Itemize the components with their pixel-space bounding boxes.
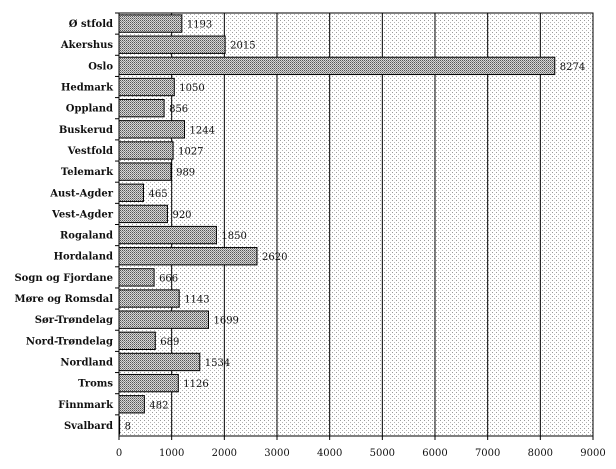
category-label: Akershus (60, 40, 113, 51)
value-label: 2015 (230, 41, 255, 52)
category-label: Sogn og Fjordane (14, 273, 113, 284)
category-label: Nord-Trøndelag (26, 336, 113, 347)
value-label: 856 (169, 104, 188, 115)
bar (118, 183, 144, 202)
category-label: Vestfold (67, 146, 113, 157)
category-label: Troms (78, 379, 113, 390)
value-label: 1534 (205, 358, 230, 369)
bar (118, 120, 186, 139)
bar (118, 416, 121, 435)
value-label: 1126 (183, 379, 208, 390)
bar (118, 352, 201, 372)
category-label: Aust-Agder (49, 188, 114, 199)
value-label: 689 (160, 337, 179, 348)
bar (118, 268, 155, 287)
bar (118, 35, 226, 54)
category-label: Telemark (61, 167, 114, 178)
value-label: 1850 (221, 231, 246, 242)
bar (118, 289, 180, 308)
category-label: Møre og Romsdal (15, 294, 114, 305)
bar (118, 373, 179, 393)
category-label: Hedmark (61, 83, 114, 94)
x-tick-label: 9000 (580, 448, 605, 459)
bar (118, 204, 168, 224)
bar (118, 395, 145, 414)
x-tick-label: 6000 (422, 448, 447, 459)
category-label: Svalbard (64, 421, 113, 432)
value-label: 666 (159, 273, 178, 284)
value-label: 920 (172, 210, 191, 221)
bar (118, 247, 258, 266)
category-label: Buskerud (59, 125, 113, 136)
x-tick-label: 1000 (159, 448, 184, 459)
category-label: Sør-Trøndelag (35, 315, 113, 326)
bar (118, 77, 175, 97)
bar (118, 225, 217, 245)
value-label: 1193 (187, 20, 212, 31)
value-label: 1699 (213, 316, 238, 327)
bar (118, 14, 183, 33)
category-label: Vest-Agder (51, 209, 114, 220)
category-label: Nordland (60, 357, 113, 368)
value-label: 1244 (190, 125, 215, 136)
x-tick-label: 2000 (212, 448, 237, 459)
category-label: Oppland (66, 104, 113, 115)
x-tick-label: 0 (116, 448, 122, 459)
value-label: 8 (125, 421, 131, 432)
value-label: 465 (148, 189, 167, 200)
x-tick-label: 5000 (370, 448, 395, 459)
bar (118, 99, 165, 118)
category-label: Ø stfold (69, 19, 113, 30)
category-label: Finnmark (58, 400, 114, 411)
category-label: Rogaland (60, 231, 113, 242)
value-label: 8274 (560, 62, 585, 73)
value-label: 1050 (179, 83, 204, 94)
value-label: 2620 (262, 252, 287, 263)
bar (118, 162, 172, 181)
x-tick-label: 3000 (264, 448, 289, 459)
value-label: 989 (176, 168, 195, 179)
bar (118, 310, 209, 329)
x-tick-label: 7000 (475, 448, 500, 459)
value-label: 1143 (184, 295, 209, 306)
bar (118, 331, 156, 350)
category-label: Hordaland (54, 252, 113, 263)
x-tick-label: 8000 (528, 448, 553, 459)
bar (118, 56, 556, 76)
category-label: Oslo (88, 61, 113, 72)
value-label: 1027 (178, 146, 203, 157)
x-tick-label: 4000 (317, 448, 342, 459)
value-label: 482 (149, 400, 168, 411)
plot-background (119, 13, 593, 436)
bar (118, 141, 174, 160)
